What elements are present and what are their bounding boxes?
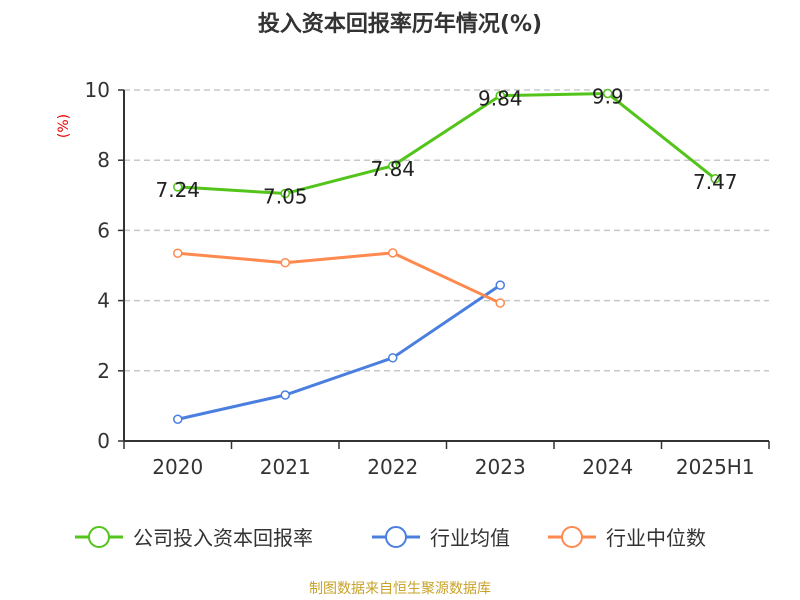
x-tick-label: 2022 [367,455,418,479]
series-line-0 [177,91,717,196]
x-tick-label: 2023 [475,455,526,479]
y-tick-label: 4 [97,289,110,313]
data-point [173,414,183,424]
data-point [495,90,505,101]
y-tick-label: 8 [97,148,110,172]
series-line-2 [177,251,501,305]
data-point [173,248,183,258]
data-point [280,390,290,400]
series-line-1 [177,283,502,421]
data-point [710,174,720,184]
data-point [173,182,183,192]
data-label: 7.24 [155,178,200,202]
source-note: 制图数据来自恒生聚源数据库 [309,581,491,597]
y-tick-label: 10 [85,78,110,102]
data-point [388,353,398,363]
data-label: 9.84 [478,87,523,111]
data-point [388,161,398,171]
data-label: 7.47 [693,170,738,194]
data-label: 7.05 [263,185,308,209]
data-label: 9.9 [592,85,624,109]
x-tick-label: 2021 [260,455,311,479]
data-label: 7.84 [370,157,415,181]
data-point [388,248,398,258]
legend-marker [561,526,583,548]
x-tick-label: 2024 [582,455,633,479]
x-tick-label: 2025H1 [676,455,755,479]
data-point [280,257,290,268]
y-axis-label: (%) [56,114,72,138]
x-tick-label: 2020 [152,455,203,479]
data-point [495,298,505,308]
y-tick-label: 6 [97,218,110,242]
data-point [280,188,290,199]
legend-label: 行业中位数 [606,526,706,550]
y-tick-label: 0 [97,429,110,453]
data-point [603,88,613,99]
chart-title: 投入资本回报率历年情况(%) [257,12,543,37]
legend-label: 行业均值 [430,526,510,550]
y-tick-label: 2 [97,359,110,383]
legend-marker [385,526,407,548]
legend-label: 公司投入资本回报率 [133,526,313,550]
data-point [495,280,505,290]
legend-marker [88,526,110,548]
